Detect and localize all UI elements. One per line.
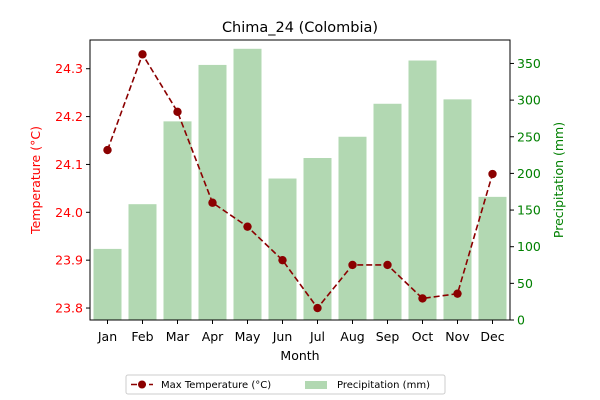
- temp-point-aug: [348, 260, 357, 270]
- y-right-tick-label: 350: [517, 56, 541, 71]
- y-left-tick-label: 24.1: [55, 157, 83, 172]
- temp-point-mar: [173, 107, 182, 116]
- temp-point-sep: [383, 260, 392, 270]
- temp-point-oct: [418, 294, 427, 303]
- temperature-line: [103, 50, 497, 313]
- y-left-tick-label: 23.8: [55, 301, 83, 316]
- chart-title: Chima_24 (Colombia): [222, 20, 378, 36]
- y-right-tick-label: 50: [517, 276, 533, 291]
- precip-bar-oct: [408, 60, 437, 320]
- precip-bar-nov: [443, 99, 472, 320]
- x-tick-label: May: [235, 329, 261, 344]
- precip-bar-jun: [268, 178, 297, 320]
- x-tick-label: Dec: [480, 329, 504, 344]
- temp-point-jun: [278, 255, 287, 265]
- precip-bar-dec: [478, 196, 507, 320]
- precip-bar-jan: [93, 248, 122, 320]
- x-tick-label: Sep: [376, 329, 400, 344]
- x-tick-label: Nov: [445, 329, 470, 344]
- y-left-tick-label: 24.2: [55, 109, 83, 124]
- x-axis-label: Month: [280, 348, 319, 363]
- temperature-line-path: [106, 52, 494, 310]
- temp-point-apr: [208, 198, 217, 207]
- y-right-tick-label: 0: [517, 313, 525, 328]
- x-tick-label: Mar: [166, 329, 190, 344]
- x-tick-label: Oct: [412, 329, 434, 344]
- precip-bar-apr: [198, 64, 227, 320]
- y-left-tick-label: 24.0: [55, 205, 83, 220]
- legend-bar-swatch: [305, 381, 327, 389]
- x-tick-label: Apr: [202, 329, 224, 344]
- y-axis-left: 23.8 23.9 24.0 24.1 24.2 24.3: [55, 61, 90, 316]
- plot-frame: [89, 39, 511, 321]
- x-tick-label: Aug: [340, 329, 364, 344]
- y-right-tick-label: 150: [517, 203, 541, 218]
- precip-bar-feb: [128, 204, 157, 320]
- precip-bar-mar: [163, 121, 192, 320]
- y-right-tick-label: 250: [517, 129, 541, 144]
- legend-marker-swatch: [138, 380, 146, 389]
- temp-point-jul: [313, 303, 322, 313]
- y-axis-right-label: Precipitation (mm): [551, 122, 566, 238]
- legend: Max Temperature (°C) Precipitation (mm): [125, 374, 446, 395]
- y-right-tick-label: 100: [517, 239, 541, 254]
- temp-point-nov: [453, 289, 462, 298]
- legend-label-temperature: Max Temperature (°C): [161, 380, 271, 391]
- y-axis-right: 0 50 100 150 200 250 300 350: [510, 56, 541, 328]
- precip-bar-aug: [338, 136, 367, 320]
- y-axis-left-label: Temperature (°C): [28, 126, 43, 235]
- precip-bar-sep: [373, 103, 402, 321]
- legend-label-precipitation: Precipitation (mm): [337, 380, 430, 391]
- precipitation-bars: [93, 48, 507, 321]
- temp-point-dec: [488, 169, 497, 179]
- x-tick-label: Jul: [309, 329, 325, 344]
- y-right-tick-label: 300: [517, 93, 541, 108]
- x-tick-label: Jun: [272, 329, 293, 344]
- precip-bar-may: [233, 48, 262, 321]
- x-tick-label: Jan: [97, 329, 117, 344]
- precip-bar-jul: [303, 158, 332, 320]
- y-left-tick-label: 23.9: [55, 253, 83, 268]
- y-left-tick-label: 24.3: [55, 61, 83, 76]
- x-axis: Jan Feb Mar Apr May Jun Jul Aug Sep Oct Nov Dec: [97, 320, 505, 344]
- y-right-tick-label: 200: [517, 166, 541, 181]
- x-tick-label: Feb: [131, 329, 153, 344]
- legend-box: [125, 374, 446, 395]
- temp-point-may: [243, 222, 252, 231]
- temp-point-jan: [103, 145, 112, 155]
- temp-point-feb: [138, 50, 147, 59]
